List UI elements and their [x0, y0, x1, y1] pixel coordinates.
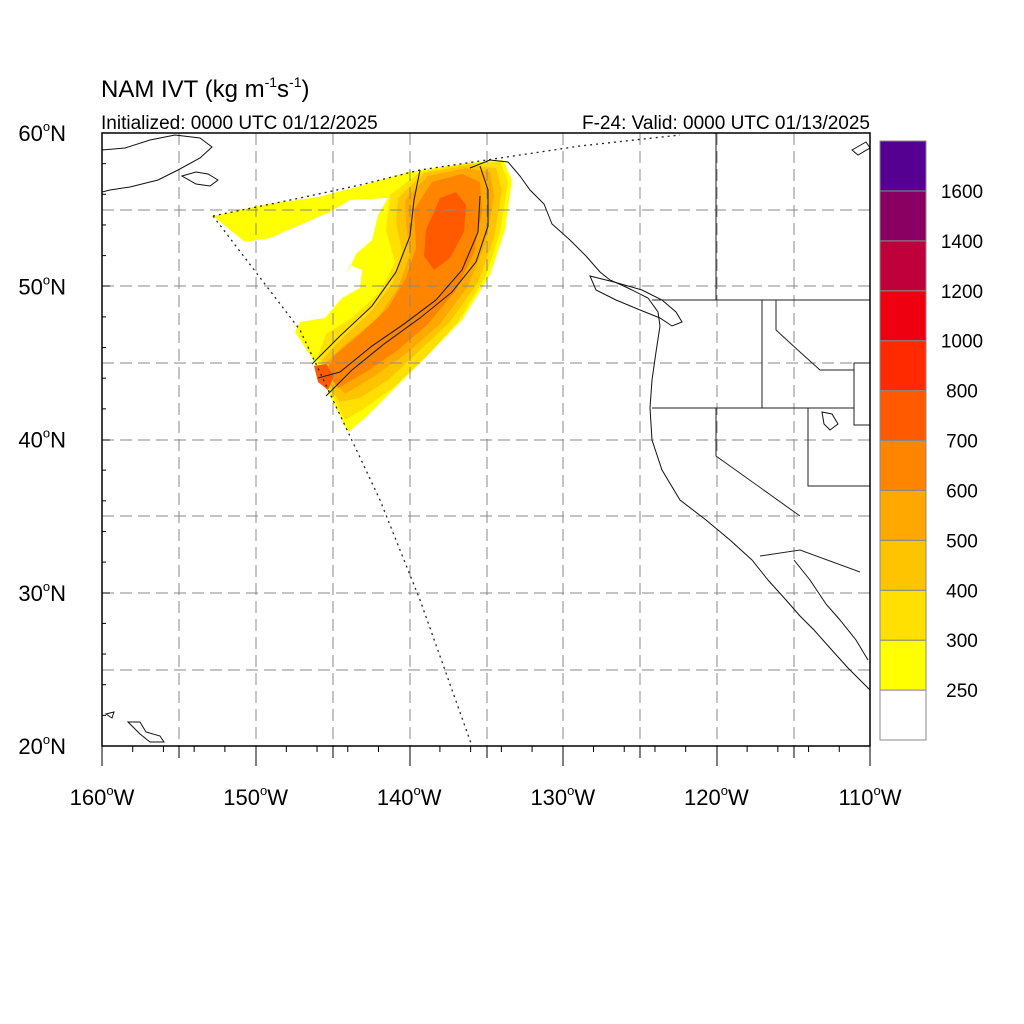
colorbar-swatch: [879, 340, 927, 392]
lon-tick-label: 120oW: [684, 783, 749, 810]
initialized-label: Initialized: 0000 UTC 01/12/2025: [101, 113, 378, 134]
colorbar-label: 1200: [941, 282, 983, 303]
lon-tick-label: 160oW: [70, 783, 135, 810]
colorbar-label: 800: [946, 382, 978, 403]
colorbar-label: 300: [946, 631, 978, 652]
map-panel: [102, 133, 870, 746]
lon-tick-label: 150oW: [223, 783, 288, 810]
lon-tick-label: 140oW: [377, 783, 442, 810]
latitude-labels: 20oN 30oN 40oN 50oN 60oN: [18, 119, 66, 759]
contour-east: [325, 165, 489, 397]
colorbar-swatch: [879, 589, 927, 641]
colorbar-swatch: [879, 290, 927, 342]
lon-tick-label: 110oW: [838, 783, 901, 810]
lat-tick-label: 50oN: [18, 272, 66, 299]
map-title: NAM IVT (kg m-1s-1): [101, 74, 309, 103]
colorbar-swatch: [879, 539, 927, 591]
valid-label: F-24: Valid: 0000 UTC 01/13/2025: [582, 113, 870, 134]
lon-tick-label: 130oW: [530, 783, 595, 810]
colorbar-label: 1000: [941, 332, 983, 353]
contour-west: [311, 169, 421, 365]
minor-tick-marks: [102, 163, 840, 752]
ivt-shading: [213, 160, 512, 432]
colorbar-swatch: [879, 240, 927, 292]
colorbar: 250 300 400 500 600 700 800 1000 1200 1400 1600: [879, 140, 983, 741]
lat-tick-label: 40oN: [18, 426, 66, 453]
colorbar-swatch: [879, 639, 927, 691]
colorbar-swatch: [879, 689, 927, 741]
colorbar-swatch: [879, 140, 927, 192]
tick-marks: [101, 132, 871, 766]
model-domain-boundary: [212, 134, 681, 746]
colorbar-label: 700: [946, 432, 978, 453]
colorbar-label: 250: [946, 681, 978, 702]
colorbar-label: 1600: [941, 182, 983, 203]
colorbar-label: 1400: [941, 232, 983, 253]
political-borders: [652, 133, 870, 573]
ivt-contours: [311, 165, 489, 397]
contour-inner: [317, 195, 481, 379]
colorbar-swatch: [879, 489, 927, 541]
ivt-band-800: [424, 192, 466, 270]
colorbar-label: 400: [946, 581, 978, 602]
ivt-band-800-south: [314, 364, 334, 390]
longitude-labels: 160oW 150oW 140oW 130oW 120oW 110oW: [70, 783, 902, 810]
colorbar-swatch: [879, 390, 927, 442]
lat-tick-label: 20oN: [18, 732, 66, 759]
colorbar-label: 500: [946, 531, 978, 552]
colorbar-swatch: [879, 190, 927, 242]
colorbar-label: 600: [946, 481, 978, 502]
coastlines: [102, 134, 870, 743]
lat-lon-grid: [102, 133, 870, 746]
lat-tick-label: 30oN: [18, 579, 66, 606]
colorbar-swatch: [879, 440, 927, 491]
lat-tick-label: 60oN: [18, 119, 66, 146]
